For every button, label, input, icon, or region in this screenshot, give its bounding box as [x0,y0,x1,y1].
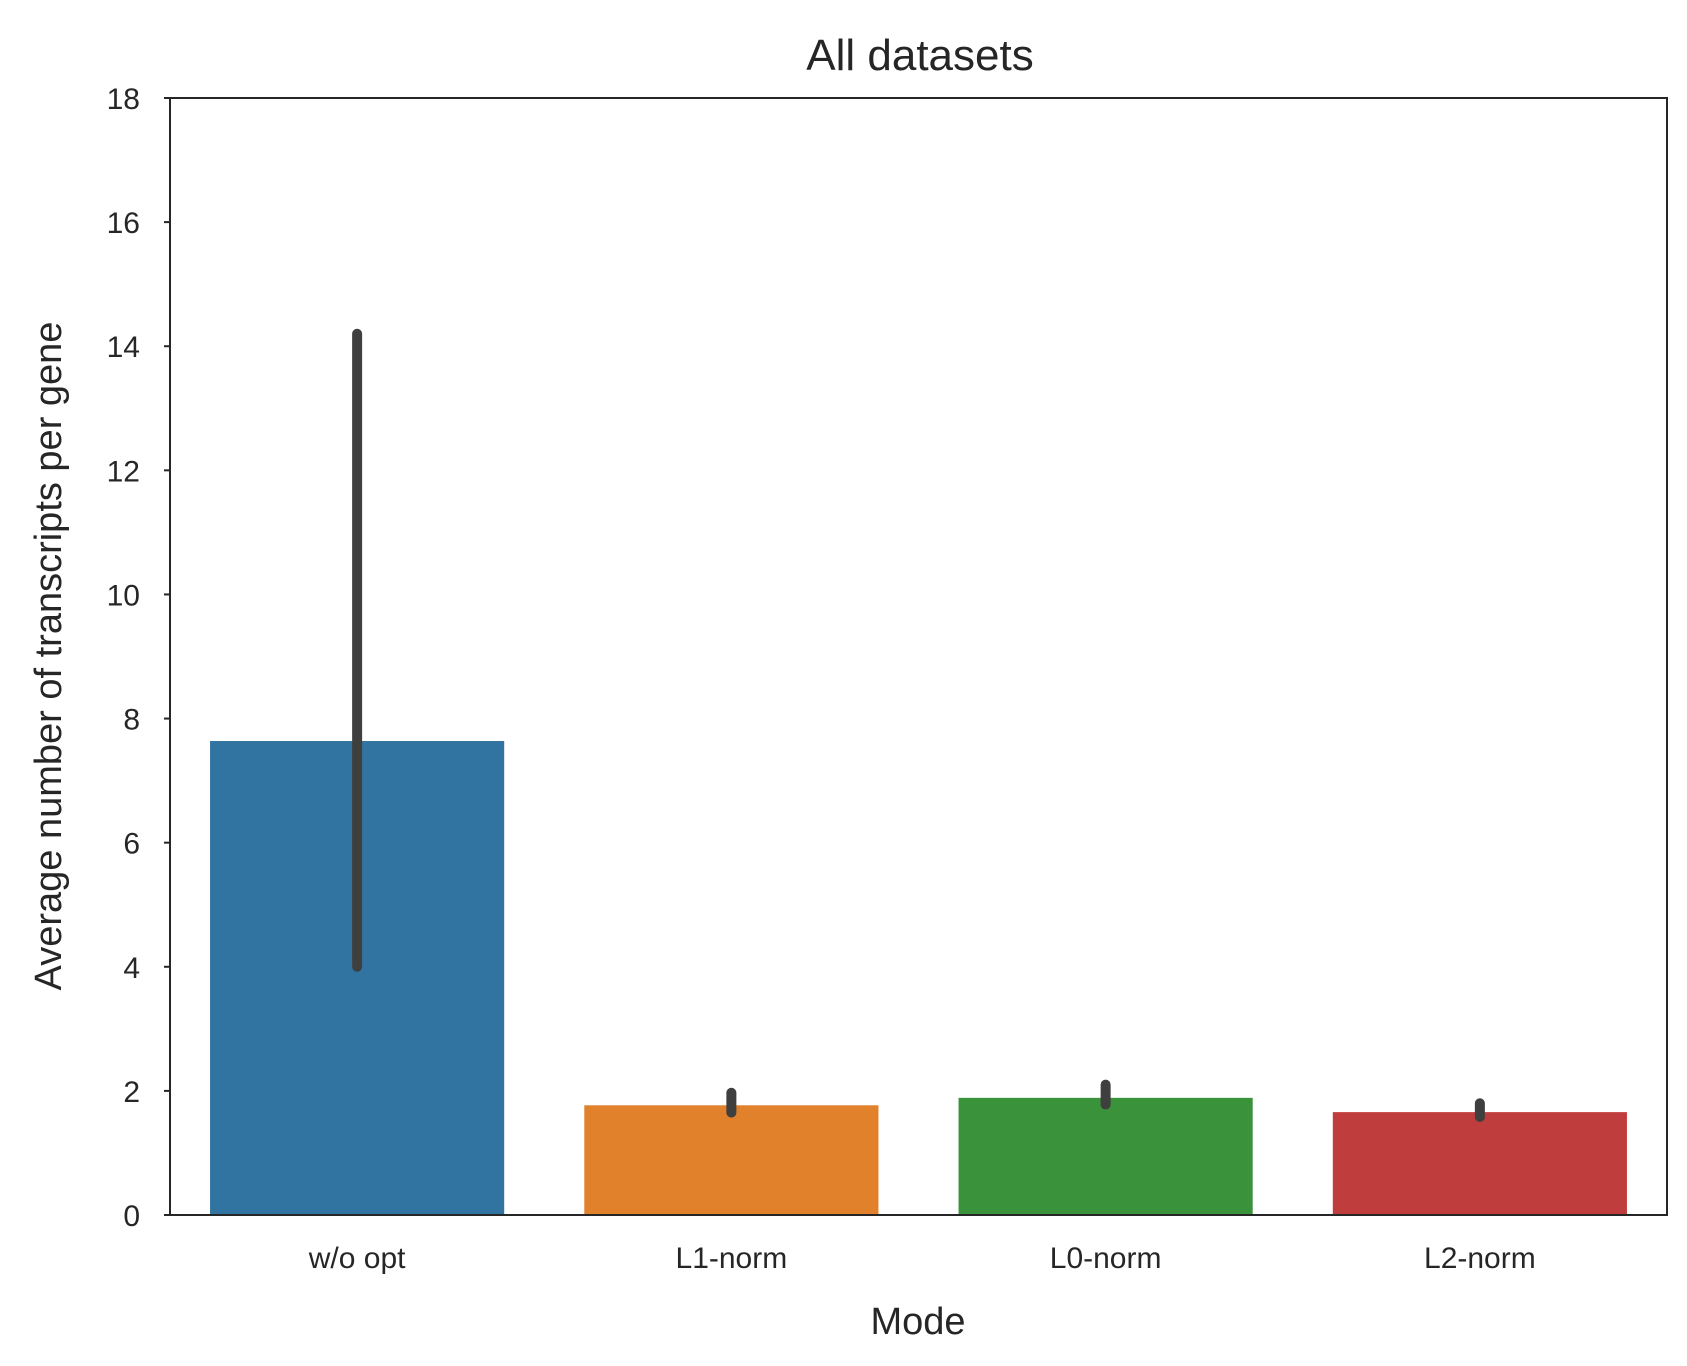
x-axis-ticks: w/o opt L1-norm L0-norm L2-norm [308,1242,1536,1275]
bars-layer [208,739,1629,1216]
y-tick-label-5: 10 [107,579,140,612]
y-tick-label-6: 12 [107,455,140,488]
y-tick-label-1: 2 [123,1076,140,1109]
x-tick-label-0: w/o opt [308,1242,406,1275]
bar-1 [582,1103,880,1216]
y-axis-ticks: 0 2 4 6 8 10 12 14 16 18 [107,83,170,1233]
y-tick-label-3: 6 [123,828,140,861]
y-axis-title: Average number of transcripts per gene [28,322,70,991]
x-tick-label-3: L2-norm [1424,1242,1536,1275]
error-bars-layer [352,328,1485,1122]
y-tick-label-2: 4 [123,952,140,985]
y-tick-label-8: 16 [107,207,140,240]
y-tick-label-9: 18 [107,83,140,116]
x-tick-label-2: L0-norm [1050,1242,1162,1275]
x-axis-title: Mode [870,1301,965,1343]
y-tick-label-7: 14 [107,331,140,364]
bar-3 [1331,1110,1629,1216]
x-tick-label-1: L1-norm [676,1242,788,1275]
bar-2 [957,1096,1255,1216]
y-tick-label-0: 0 [123,1200,140,1233]
plot-frame [169,97,1668,1216]
y-tick-label-4: 8 [123,704,140,737]
chart-title: All datasets [806,31,1033,80]
